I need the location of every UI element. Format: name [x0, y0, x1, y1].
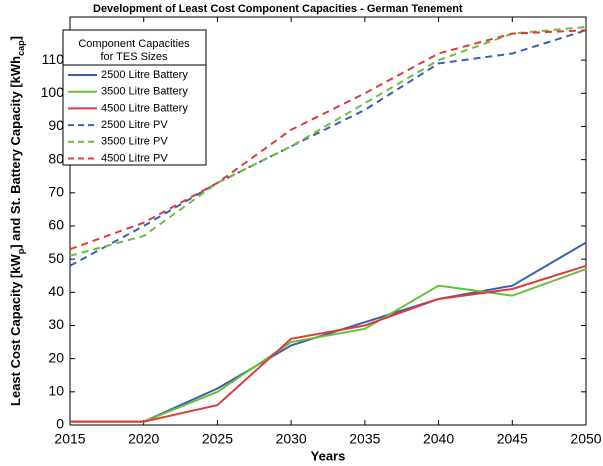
y-tick-label: 40 [48, 283, 64, 299]
series-line [70, 264, 587, 423]
y-tick-label: 10 [48, 383, 64, 399]
x-tick-label: 2040 [423, 431, 454, 447]
y-tick-label: 90 [48, 117, 64, 133]
x-tick-label: 2020 [128, 431, 159, 447]
y-axis-label: Least Cost Capacity [kWp] and St. Batter… [8, 36, 26, 406]
legend-label: 3500 Litre PV [101, 136, 168, 148]
x-tick-label: 2050 [570, 431, 601, 447]
x-tick-label: 2035 [349, 431, 380, 447]
series-line [69, 29, 587, 267]
legend-label: 4500 Litre PV [101, 152, 168, 164]
y-tick-label: 30 [48, 316, 64, 332]
x-tick-label: 2045 [497, 431, 528, 447]
series-line [69, 25, 587, 257]
y-tick-label: 20 [48, 349, 64, 365]
y-tick-label: 80 [48, 150, 64, 166]
series-line [70, 268, 587, 423]
y-axis-label-part: ] [8, 36, 23, 40]
plot-frame [69, 16, 587, 426]
x-tick-label: 2015 [54, 431, 85, 447]
chart-title: Development of Least Cost Component Capa… [93, 3, 463, 15]
legend-title: Component Capacities [78, 38, 190, 50]
legend-label: 2500 Litre PV [101, 119, 168, 131]
legend-box [62, 29, 207, 166]
y-axis-label-part: ] and St. Battery Capacity [kWh [8, 56, 23, 249]
legend-label: 2500 Litre Battery [101, 69, 188, 81]
x-tick-label: 2025 [202, 431, 233, 447]
y-tick-label: 110 [42, 51, 65, 67]
y-tick-label: 50 [48, 250, 64, 266]
x-axis-label: Years [311, 448, 346, 463]
legend-title: for TES Sizes [100, 51, 168, 63]
y-axis-label-part: p [16, 248, 26, 254]
y-tick-label: 0 [56, 416, 64, 432]
y-axis-label-part: cap [16, 40, 26, 56]
y-tick-label: 70 [48, 184, 64, 200]
series-line [69, 29, 587, 251]
legend-label: 4500 Litre Battery [101, 102, 188, 114]
y-tick-label: 60 [48, 217, 64, 233]
legend-label: 3500 Litre Battery [101, 86, 188, 98]
y-tick-label: 100 [41, 84, 65, 100]
x-tick-label: 2030 [276, 431, 307, 447]
y-axis-label-part: Least Cost Capacity [kW [8, 254, 23, 406]
